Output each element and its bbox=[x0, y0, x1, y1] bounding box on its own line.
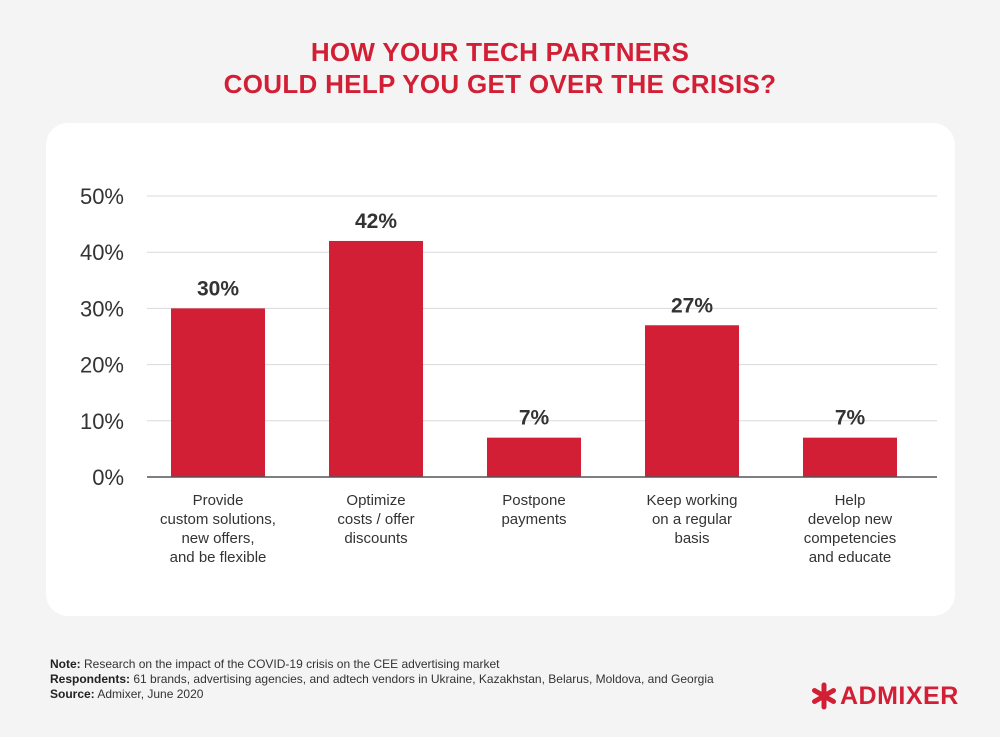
y-tick-label: 0% bbox=[92, 465, 124, 490]
bar bbox=[329, 240, 423, 477]
x-category-label: Provide custom solutions, new offers, and b… bbox=[160, 492, 276, 566]
bar bbox=[487, 437, 581, 477]
x-category-label-line: develop new bbox=[808, 511, 892, 528]
y-tick-label: 20% bbox=[80, 353, 124, 378]
bar bbox=[171, 308, 265, 477]
bar-value-label: 42% bbox=[355, 210, 397, 233]
x-category-label-line: competencies bbox=[804, 530, 897, 547]
chart-card: 0% 10% 20% 30% 40% 50% 30% Provide custom soluti… bbox=[46, 123, 955, 616]
x-category-label: Keep working on a regular basis bbox=[647, 492, 738, 547]
x-category-label-line: Keep working bbox=[647, 492, 738, 509]
source-label: Source: bbox=[50, 687, 95, 701]
x-category-label-line: basis bbox=[674, 530, 709, 547]
x-category-label-line: and be flexible bbox=[170, 549, 267, 566]
x-category-label: Optimize costs / offer discounts bbox=[337, 492, 414, 547]
y-tick-label: 30% bbox=[80, 296, 124, 321]
x-category-label-line: Provide bbox=[193, 492, 244, 509]
x-category-label-line: costs / offer bbox=[337, 511, 414, 528]
x-category-label-line: Optimize bbox=[346, 492, 405, 509]
logo-text: ADMIXER bbox=[840, 681, 959, 710]
chart-title-line-2: COULD HELP YOU GET OVER THE CRISIS? bbox=[223, 69, 777, 99]
respondents-text: 61 brands, advertising agencies, and adt… bbox=[130, 672, 714, 686]
y-tick-label: 10% bbox=[80, 409, 124, 434]
x-category-label-line: and educate bbox=[809, 549, 892, 566]
bar-value-label: 27% bbox=[671, 294, 713, 317]
bar-value-label: 7% bbox=[519, 407, 550, 430]
x-category-label-line: custom solutions, bbox=[160, 511, 276, 528]
bar bbox=[645, 325, 739, 477]
x-category-label-line: discounts bbox=[344, 530, 407, 547]
asterisk-icon bbox=[812, 682, 836, 710]
source-line: Source: Admixer, June 2020 bbox=[50, 687, 714, 702]
admixer-logo: ADMIXER bbox=[812, 678, 959, 714]
source-text: Admixer, June 2020 bbox=[94, 687, 204, 701]
y-tick-label: 50% bbox=[80, 184, 124, 209]
y-tick-label: 40% bbox=[80, 240, 124, 265]
chart-title: HOW YOUR TECH PARTNERS COULD HELP YOU GE… bbox=[0, 36, 1000, 100]
footnotes: Note: Research on the impact of the COVI… bbox=[50, 657, 714, 702]
bar-chart: 0% 10% 20% 30% 40% 50% 30% Provide custom soluti… bbox=[80, 184, 937, 566]
x-category-label: Help develop new competencies and educate bbox=[804, 492, 897, 566]
bar-value-label: 7% bbox=[835, 407, 866, 430]
note-line: Note: Research on the impact of the COVI… bbox=[50, 657, 714, 672]
x-category-label: Postpone payments bbox=[501, 492, 566, 528]
bar-value-label: 30% bbox=[197, 277, 239, 300]
x-category-label-line: on a regular bbox=[652, 511, 732, 528]
note-text: Research on the impact of the COVID-19 c… bbox=[80, 657, 500, 671]
x-category-label-line: new offers, bbox=[181, 530, 254, 547]
x-category-label-line: Postpone bbox=[502, 492, 565, 509]
x-category-label-line: payments bbox=[501, 511, 566, 528]
respondents-line: Respondents: 61 brands, advertising agen… bbox=[50, 672, 714, 687]
respondents-label: Respondents: bbox=[50, 672, 131, 686]
note-label: Note: bbox=[50, 657, 81, 671]
bar bbox=[803, 437, 897, 477]
chart-title-line-1: HOW YOUR TECH PARTNERS bbox=[310, 37, 690, 67]
x-category-label-line: Help bbox=[835, 492, 866, 509]
